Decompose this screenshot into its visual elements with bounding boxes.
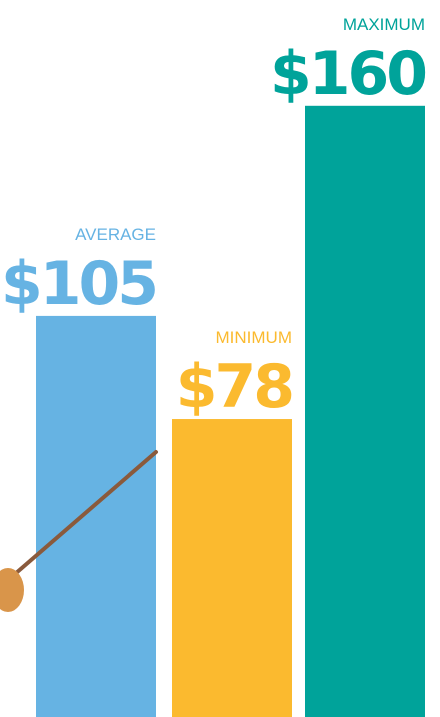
bar bbox=[305, 106, 425, 717]
bar bbox=[36, 316, 156, 717]
value-label: $105 bbox=[1, 249, 156, 319]
category-label: MINIMUM bbox=[216, 328, 292, 347]
value-label: $78 bbox=[176, 352, 292, 422]
chart: $105 AVERAGE $78 MINIMUM $160 MAXIMUM bbox=[0, 0, 440, 717]
value-label: $160 bbox=[270, 39, 425, 109]
category-label: MAXIMUM bbox=[343, 15, 425, 34]
bar bbox=[172, 419, 292, 717]
category-label: AVERAGE bbox=[75, 225, 156, 244]
hand bbox=[0, 568, 24, 612]
page: $105AVERAGE$78MINIMUM$160MAXIMUM (() => … bbox=[0, 0, 440, 717]
